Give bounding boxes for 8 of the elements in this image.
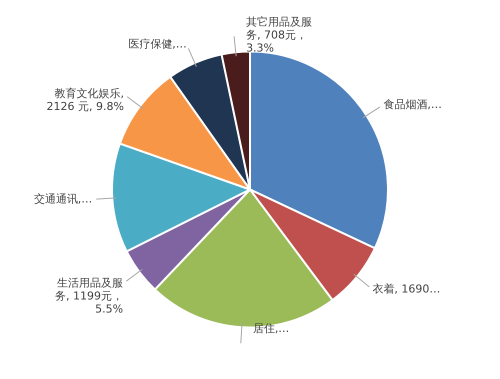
slice-label: 居住,… (252, 322, 290, 336)
slice-label: 教育文化娱乐, 2126 元, 9.8% (46, 87, 124, 114)
slice-label: 其它用品及服务, 708元，3.3% (246, 15, 312, 54)
slice-label: 生活用品及服务, 1199元，5.5% (55, 276, 124, 316)
slice-label: 医疗保健,… (128, 38, 187, 51)
slice-label: 交通通讯,… (34, 192, 92, 206)
slice-label: 衣着, 1690… (372, 282, 440, 296)
slice-label: 食品烟酒,… (383, 98, 442, 111)
